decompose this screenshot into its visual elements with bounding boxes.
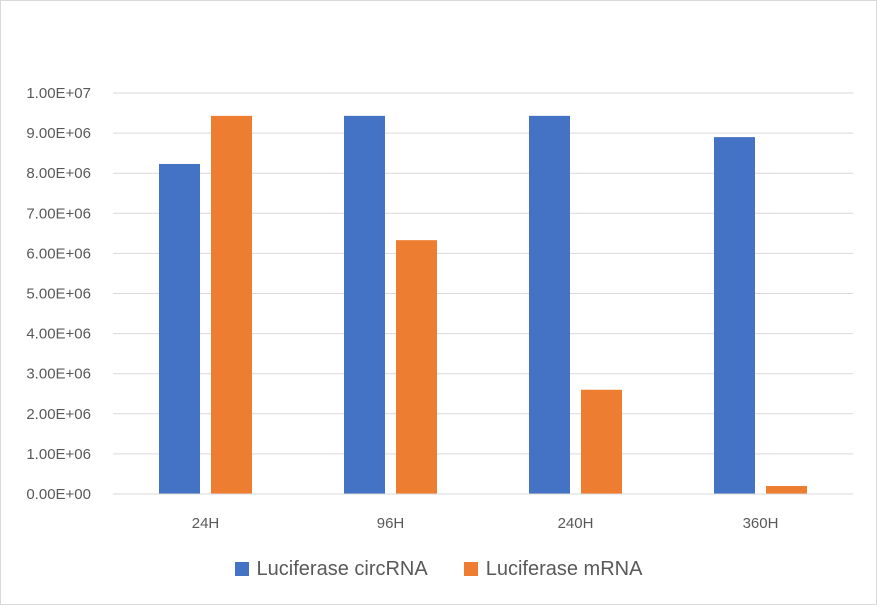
bar-circrna-360h: [714, 137, 755, 495]
x-tick-label: 360H: [743, 515, 779, 532]
y-tick-label: 3.00E+06: [26, 366, 91, 383]
bar-circrna-24h: [159, 163, 200, 495]
y-tick-label: 6.00E+06: [26, 245, 91, 262]
x-tick-label: 240H: [558, 515, 594, 532]
y-tick-label: 1.00E+07: [26, 85, 91, 102]
y-tick-label: 1.00E+06: [26, 446, 91, 463]
y-tick-label: 5.00E+06: [26, 286, 91, 303]
legend-swatch-circrna: [234, 562, 249, 576]
bar-mrna-96h: [396, 240, 437, 494]
legend-label-circrna: Luciferase circRNA: [256, 557, 428, 580]
y-tick-label: 9.00E+06: [26, 125, 91, 142]
legend-label-mrna: Luciferase mRNA: [485, 557, 643, 580]
y-tick-label: 2.00E+06: [26, 406, 91, 423]
x-tick-label: 24H: [192, 515, 220, 532]
legend-swatch-mrna: [463, 562, 478, 576]
y-tick-label: 0.00E+00: [26, 486, 91, 503]
legend: Luciferase circRNA Luciferase mRNA: [0, 553, 877, 585]
bar-circrna-96h: [344, 115, 385, 495]
bar-circrna-240h: [529, 115, 570, 495]
y-tick-label: 7.00E+06: [26, 205, 91, 222]
bars: [159, 115, 807, 495]
x-axis-ticks: 24H 96H 240H 360H: [192, 515, 779, 532]
bar-mrna-360h: [766, 485, 807, 494]
legend-item-mrna: Luciferase mRNA: [463, 557, 643, 581]
bar-mrna-240h: [581, 389, 622, 494]
y-axis-ticks: 0.00E+00 1.00E+06 2.00E+06 3.00E+06 4.00E+06…: [26, 85, 91, 503]
bar-mrna-24h: [211, 115, 252, 495]
y-tick-label: 4.00E+06: [26, 326, 91, 343]
x-tick-label: 96H: [377, 515, 405, 532]
legend-item-circrna: Luciferase circRNA: [234, 557, 428, 581]
y-tick-label: 8.00E+06: [26, 165, 91, 182]
